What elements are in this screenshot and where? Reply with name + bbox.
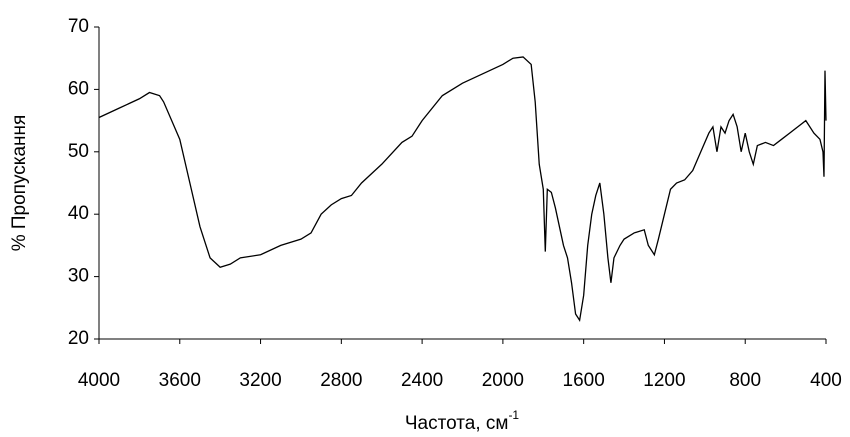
y-tick-label: 70 bbox=[68, 16, 89, 37]
y-tick-label: 40 bbox=[68, 203, 89, 224]
x-axis-label-sup: -1 bbox=[508, 408, 519, 422]
spectrum-line bbox=[98, 56, 827, 323]
y-tick-label: 50 bbox=[68, 141, 89, 162]
x-tick-label: 2800 bbox=[320, 370, 362, 391]
x-tick-label: 3600 bbox=[159, 370, 201, 391]
x-tick-label: 800 bbox=[729, 370, 761, 391]
x-axis-label: Частота, см-1 bbox=[405, 408, 520, 434]
x-tick-label: 3200 bbox=[239, 370, 281, 391]
y-tick-label: 60 bbox=[68, 78, 89, 99]
x-tick-label: 1200 bbox=[643, 370, 685, 391]
x-tick-label: 400 bbox=[810, 370, 842, 391]
y-tick-label: 20 bbox=[68, 328, 89, 349]
x-tick-label: 2400 bbox=[401, 370, 443, 391]
y-tick-label: 30 bbox=[68, 266, 89, 287]
x-tick-label: 4000 bbox=[78, 370, 120, 391]
x-axis-label-main: Частота, см bbox=[405, 413, 509, 434]
x-tick-label: 2000 bbox=[482, 370, 524, 391]
x-tick-label: 1600 bbox=[563, 370, 605, 391]
y-axis-label: % Пропускання bbox=[9, 115, 30, 252]
